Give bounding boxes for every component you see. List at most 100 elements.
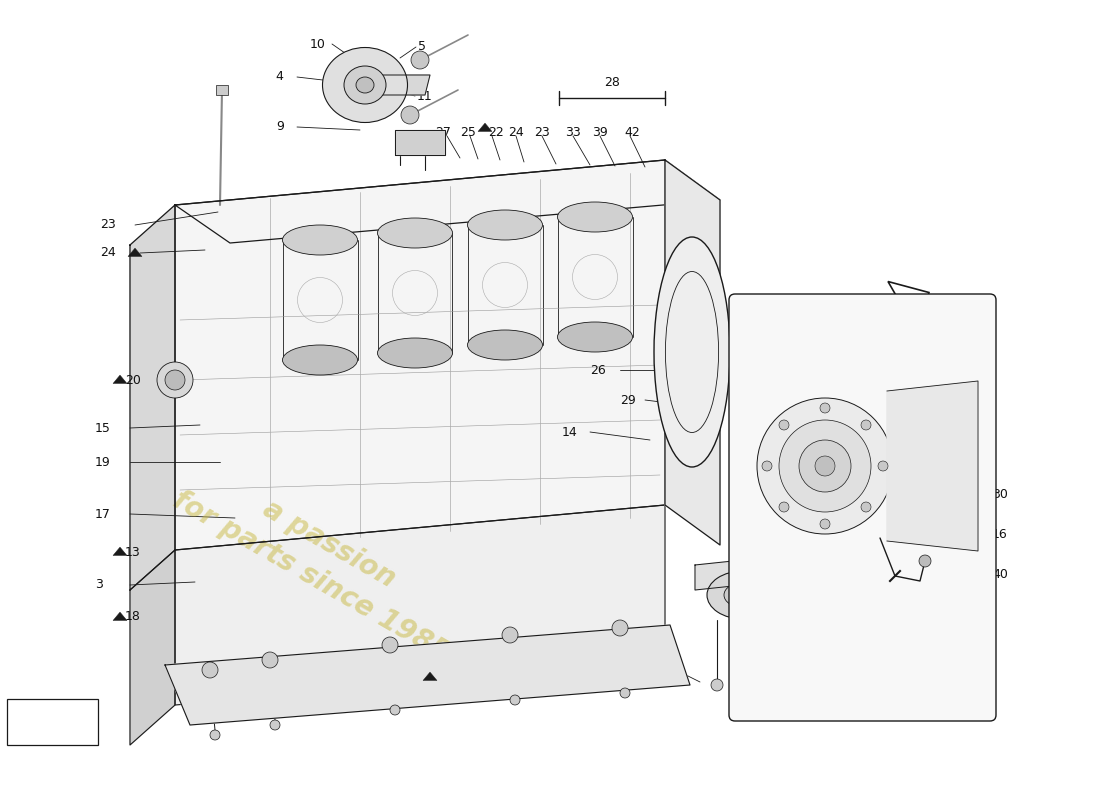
Circle shape (210, 730, 220, 740)
Text: 39: 39 (592, 126, 607, 138)
FancyBboxPatch shape (7, 699, 98, 745)
Circle shape (749, 679, 761, 691)
Polygon shape (887, 381, 978, 551)
Polygon shape (165, 625, 690, 725)
Ellipse shape (468, 330, 542, 360)
Polygon shape (395, 130, 446, 155)
Polygon shape (113, 547, 127, 555)
Text: = 1: = 1 (30, 715, 58, 729)
Ellipse shape (468, 210, 542, 240)
Text: 14: 14 (562, 426, 578, 438)
Text: 7: 7 (805, 642, 813, 654)
Text: 40: 40 (992, 567, 1008, 581)
Circle shape (157, 362, 192, 398)
Circle shape (779, 420, 789, 430)
Text: 23: 23 (100, 218, 116, 231)
Text: 13: 13 (125, 546, 141, 558)
Text: 21: 21 (434, 670, 451, 683)
Circle shape (402, 106, 419, 124)
Ellipse shape (344, 66, 386, 104)
Polygon shape (478, 123, 492, 131)
Polygon shape (360, 75, 430, 95)
Text: 41: 41 (670, 659, 685, 673)
Text: 3: 3 (95, 578, 103, 591)
Circle shape (733, 585, 754, 605)
Text: 18: 18 (125, 610, 141, 623)
Circle shape (270, 720, 280, 730)
Circle shape (390, 705, 400, 715)
Polygon shape (130, 550, 175, 745)
FancyBboxPatch shape (729, 294, 996, 721)
Circle shape (878, 461, 888, 471)
Ellipse shape (322, 47, 407, 122)
Text: 9: 9 (276, 121, 284, 134)
Text: 4: 4 (275, 70, 283, 83)
Circle shape (711, 679, 723, 691)
Circle shape (411, 51, 429, 69)
Polygon shape (666, 160, 720, 545)
Text: 20: 20 (125, 374, 141, 386)
Polygon shape (175, 160, 720, 243)
Ellipse shape (283, 225, 358, 255)
Circle shape (918, 555, 931, 567)
Text: 15: 15 (95, 422, 111, 434)
Text: 23: 23 (534, 126, 550, 138)
Text: 33: 33 (565, 126, 581, 138)
Ellipse shape (558, 202, 632, 232)
Text: 25: 25 (460, 126, 476, 138)
Polygon shape (175, 505, 666, 705)
Circle shape (612, 620, 628, 636)
Text: 6: 6 (805, 574, 813, 586)
Circle shape (799, 440, 851, 492)
Polygon shape (130, 205, 175, 590)
Text: 24: 24 (508, 126, 524, 138)
Ellipse shape (356, 77, 374, 93)
Text: 42: 42 (624, 126, 640, 138)
Circle shape (861, 502, 871, 512)
Circle shape (382, 637, 398, 653)
Ellipse shape (377, 218, 452, 248)
Ellipse shape (707, 571, 779, 619)
Ellipse shape (283, 345, 358, 375)
Text: 30: 30 (992, 487, 1008, 501)
Text: a passion
for parts since 1985: a passion for parts since 1985 (168, 454, 472, 666)
Ellipse shape (724, 582, 762, 607)
Text: 5: 5 (418, 41, 426, 54)
Circle shape (762, 461, 772, 471)
Circle shape (820, 403, 830, 413)
Text: 11: 11 (417, 90, 432, 102)
Circle shape (510, 695, 520, 705)
Text: 26: 26 (590, 363, 606, 377)
Polygon shape (216, 85, 228, 95)
Circle shape (815, 456, 835, 476)
Circle shape (620, 688, 630, 698)
Text: 10: 10 (310, 38, 326, 50)
Text: 28: 28 (604, 77, 620, 90)
Text: 17: 17 (95, 507, 111, 521)
Circle shape (502, 627, 518, 643)
Circle shape (779, 420, 871, 512)
Polygon shape (175, 160, 666, 550)
Circle shape (820, 519, 830, 529)
Text: 24: 24 (100, 246, 116, 259)
Polygon shape (18, 717, 32, 726)
Polygon shape (695, 555, 790, 590)
Polygon shape (113, 375, 127, 383)
Polygon shape (424, 672, 437, 681)
Text: 16: 16 (992, 527, 1008, 541)
Circle shape (804, 679, 816, 691)
Ellipse shape (558, 322, 632, 352)
Polygon shape (128, 248, 142, 257)
Ellipse shape (654, 237, 730, 467)
Text: 29: 29 (620, 394, 636, 406)
Circle shape (779, 502, 789, 512)
Polygon shape (844, 282, 930, 350)
Circle shape (262, 652, 278, 668)
Text: 8: 8 (805, 606, 813, 618)
Ellipse shape (377, 338, 452, 368)
Polygon shape (113, 612, 127, 621)
Circle shape (165, 370, 185, 390)
Text: 19: 19 (95, 455, 111, 469)
Text: 22: 22 (488, 126, 504, 138)
Text: 27: 27 (434, 126, 451, 138)
